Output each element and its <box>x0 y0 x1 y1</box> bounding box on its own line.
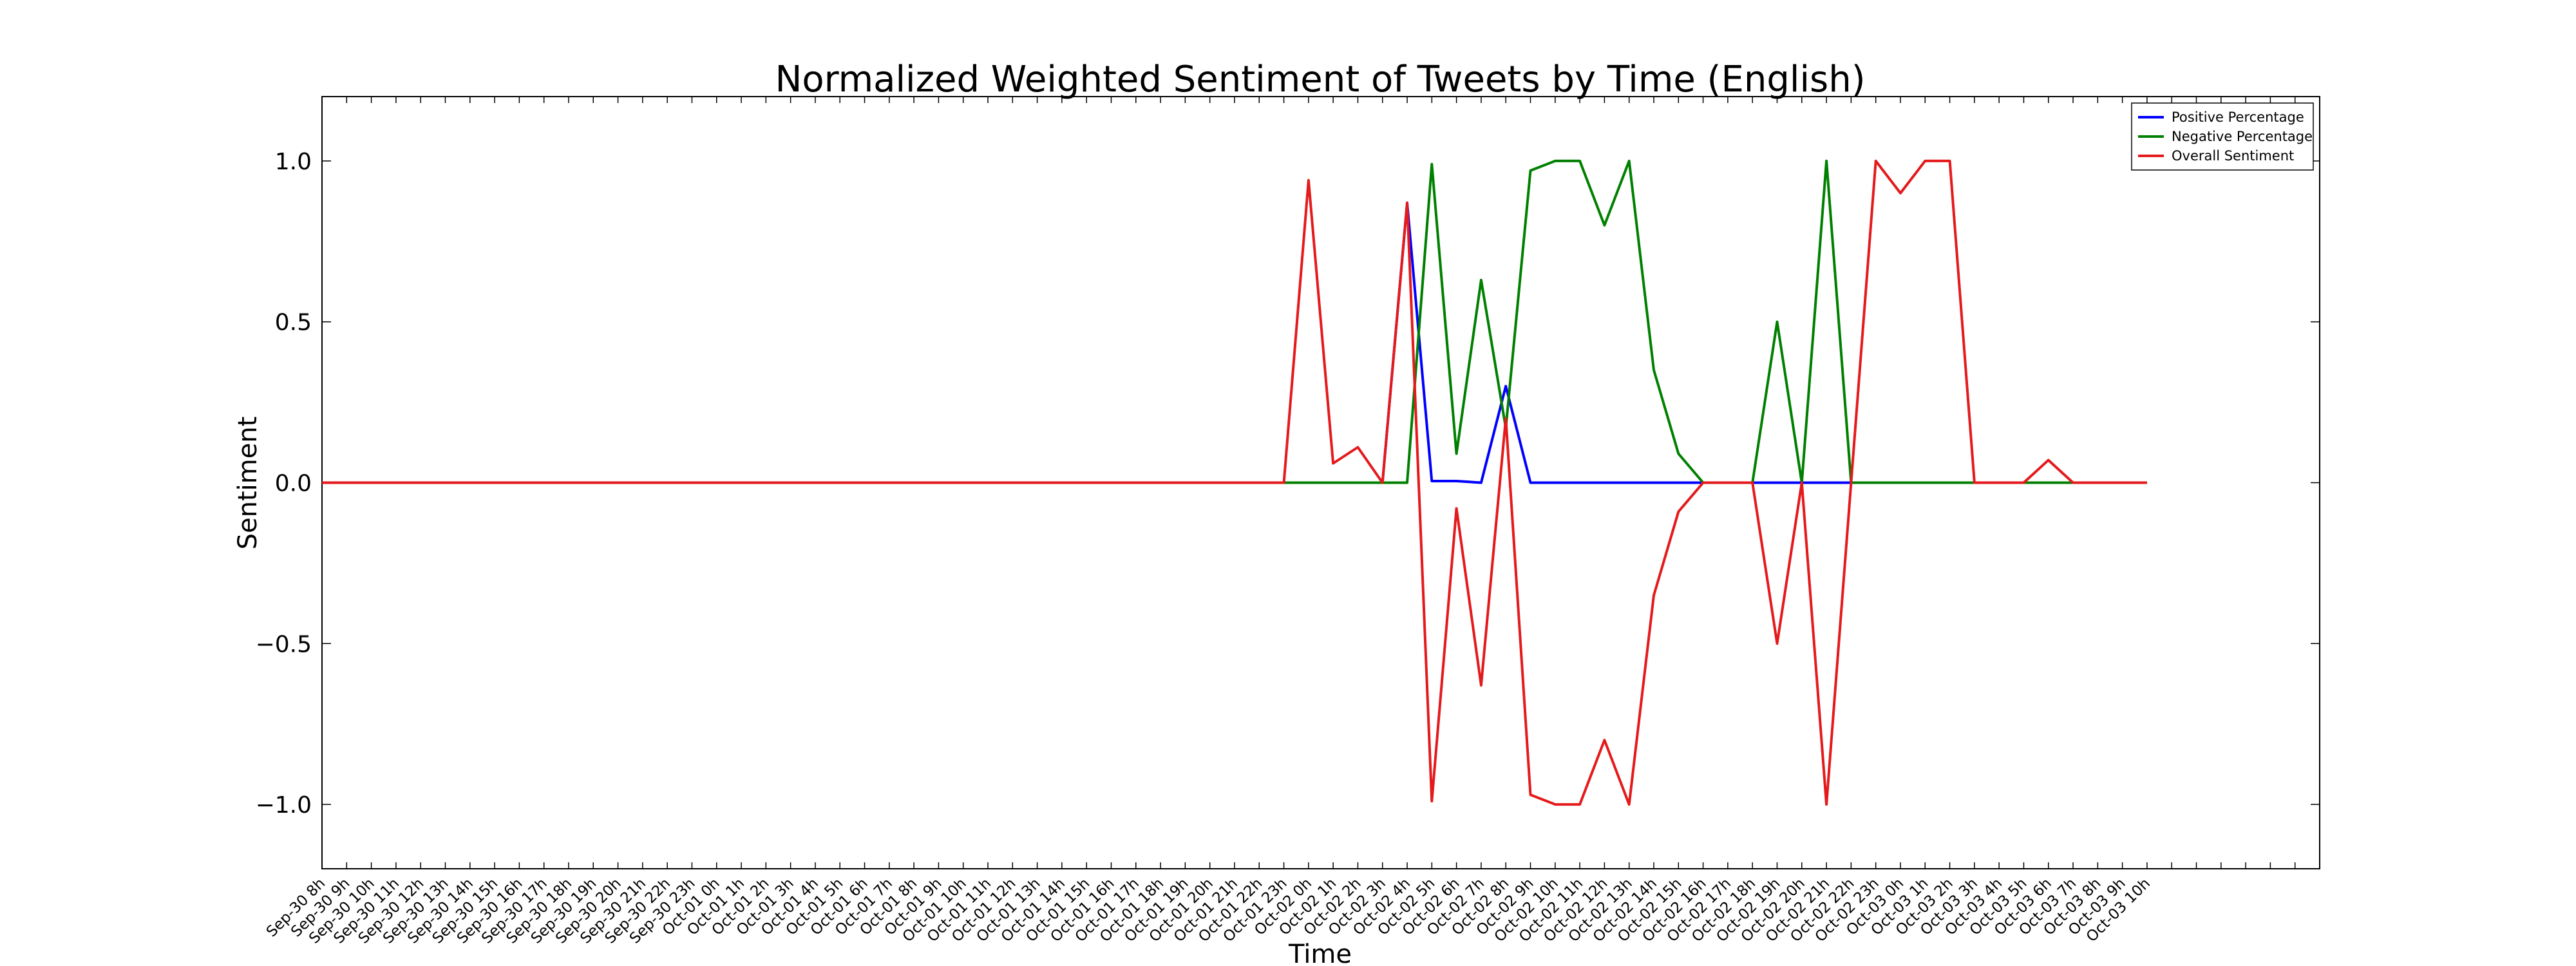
y-tick-label: 0.5 <box>275 310 312 336</box>
legend: Positive Percentage Negative Percentage Ov… <box>2131 102 2314 171</box>
y-axis-label: Sentiment <box>233 417 263 550</box>
legend-label: Negative Percentage <box>2172 129 2313 144</box>
y-tick-label: 1.0 <box>275 149 312 175</box>
series-line-1 <box>322 201 2147 484</box>
series-line-3 <box>322 159 2147 806</box>
y-tick-label: −1.0 <box>256 792 312 819</box>
legend-label: Overall Sentiment <box>2172 148 2294 164</box>
chart-title: Normalized Weighted Sentiment of Tweets … <box>775 59 1865 100</box>
legend-label: Positive Percentage <box>2172 109 2304 125</box>
y-tick-label: −0.5 <box>256 631 312 658</box>
x-axis-label: Time <box>1288 940 1352 966</box>
y-tick-label: 0.0 <box>275 471 312 497</box>
